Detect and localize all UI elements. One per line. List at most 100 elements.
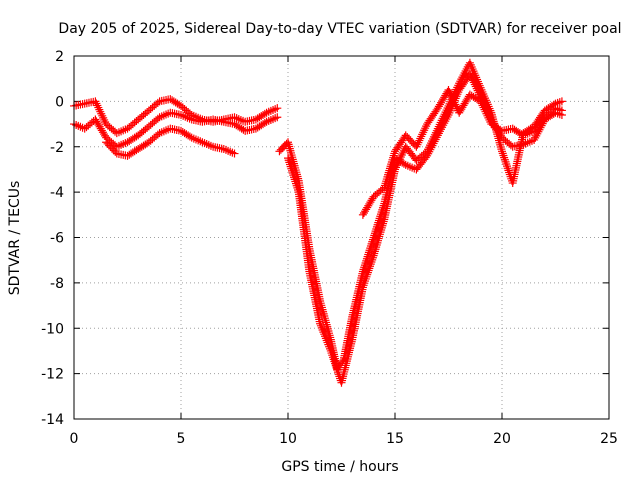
x-tick-label: 10: [279, 431, 297, 447]
data-point-interp: [451, 100, 460, 109]
data-point-interp: [452, 102, 461, 111]
data-point-interp: [506, 141, 515, 150]
data-point-interp: [99, 113, 108, 122]
data-point-interp: [438, 114, 447, 123]
data-point-interp: [532, 131, 541, 140]
data-point-interp: [436, 118, 445, 127]
data-point: [557, 97, 566, 106]
x-tick-label: 5: [177, 431, 186, 447]
data-point-interp: [459, 71, 468, 80]
chart-title: Day 205 of 2025, Sidereal Day-to-day VTE…: [58, 21, 621, 37]
data-point: [273, 104, 282, 113]
data-point-interp: [416, 134, 425, 143]
data-point-interp: [458, 73, 467, 82]
y-axis-label: SDTVAR / TECUs: [7, 181, 23, 296]
x-tick-label: 0: [70, 431, 79, 447]
data-point-interp: [435, 120, 444, 129]
data-point-interp: [260, 118, 269, 127]
data-point-interp: [415, 136, 424, 145]
data-point-interp: [483, 111, 492, 120]
data-point-interp: [92, 99, 101, 108]
y-tick-label: -4: [50, 185, 64, 201]
data-point-interp: [185, 132, 194, 141]
data-point-interp: [338, 357, 347, 366]
data-point-interp: [447, 92, 456, 101]
data-point-interp: [153, 98, 162, 107]
data-point-interp: [97, 109, 106, 118]
data-point: [444, 86, 453, 95]
data-point-interp: [484, 113, 493, 122]
x-tick-label: 15: [386, 431, 404, 447]
data-point: [444, 101, 453, 110]
data-point-interp: [417, 132, 426, 141]
data-point-interp: [531, 133, 540, 142]
data-point-interp: [429, 132, 438, 141]
data-point-interp: [443, 103, 452, 112]
data-point-interp: [480, 105, 489, 114]
data-point-interp: [94, 103, 103, 112]
data-point-interp: [413, 140, 422, 149]
data-point-interp: [479, 103, 488, 112]
data-point-interp: [424, 145, 433, 154]
x-tick-label: 20: [493, 431, 511, 447]
data-point-interp: [501, 157, 510, 166]
data-point-interp: [95, 105, 104, 114]
data-point-interp: [478, 101, 487, 110]
x-tick-label: 25: [600, 431, 618, 447]
data-point-interp: [260, 109, 269, 118]
data-point-interp: [391, 163, 400, 172]
y-tick-label: -10: [41, 321, 64, 337]
data-point-interp: [418, 130, 427, 139]
data-point-interp: [453, 83, 462, 92]
data-point-interp: [441, 108, 450, 117]
data-point-interp: [425, 143, 434, 152]
data-point-interp: [461, 66, 470, 75]
data-point-interp: [414, 138, 423, 147]
data-point-interp: [442, 106, 451, 115]
data-point-interp: [439, 112, 448, 121]
data-point: [412, 142, 421, 151]
data-point-interp: [100, 115, 109, 124]
y-tick-label: 0: [55, 94, 64, 110]
data-point-interp: [98, 111, 107, 120]
data-point-interp: [450, 98, 459, 107]
data-point-interp: [481, 107, 490, 116]
data-point: [391, 165, 399, 174]
data-point: [476, 97, 485, 106]
data-point-interp: [457, 75, 466, 84]
y-tick-label: -12: [41, 367, 64, 383]
data-point-interp: [445, 99, 454, 108]
data-point-interp: [432, 126, 441, 135]
data-point-interp: [440, 110, 449, 119]
data-point-interp: [93, 101, 102, 110]
data-point-interp: [449, 96, 458, 105]
data-point-interp: [392, 161, 401, 170]
data-point-interp: [499, 151, 508, 160]
data-point-interp: [434, 122, 443, 131]
data-point-interp: [502, 159, 511, 168]
data-point-interp: [503, 164, 512, 173]
series-2: [70, 108, 282, 151]
data-point: [498, 147, 506, 156]
data-point-interp: [448, 94, 457, 103]
x-axis-label: GPS time / hours: [281, 459, 398, 475]
data-point-interp: [500, 153, 509, 162]
data-point-interp: [427, 136, 436, 145]
x-axis-ticks: 0 5 10 15 20 25: [70, 56, 618, 447]
data-point-interp: [398, 148, 407, 157]
data-point-interp: [419, 128, 428, 137]
data-point-interp: [451, 87, 460, 96]
data-point: [91, 97, 100, 106]
data-point-interp: [498, 149, 507, 158]
data-point-interp: [502, 162, 511, 171]
series-6: [358, 86, 566, 219]
data-point-interp: [426, 139, 435, 148]
data-point: [230, 149, 239, 158]
data-point-interp: [477, 99, 486, 108]
data-point-interp: [445, 88, 454, 97]
data-point: [273, 113, 282, 122]
data-point-interp: [454, 81, 463, 90]
data-point-interp: [393, 159, 402, 168]
data-point-interp: [426, 141, 435, 150]
